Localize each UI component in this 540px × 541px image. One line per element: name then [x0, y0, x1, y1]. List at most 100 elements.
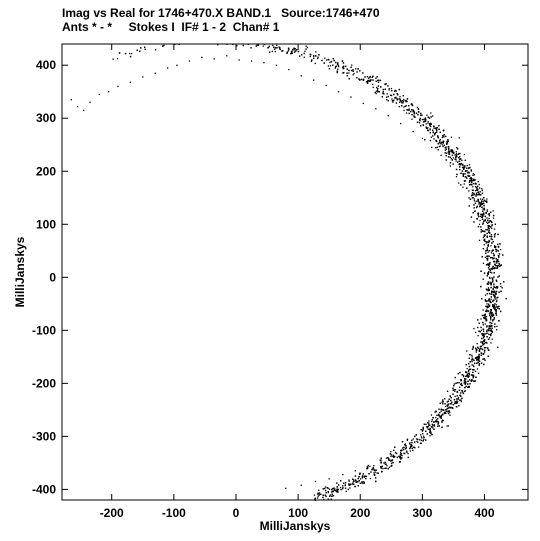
data-point [347, 488, 349, 491]
data-point [456, 391, 459, 393]
data-point [484, 234, 486, 236]
data-point [376, 472, 378, 474]
data-point [329, 65, 332, 67]
data-point [275, 64, 278, 66]
data-point [399, 96, 401, 98]
data-point [485, 250, 488, 252]
data-point [494, 306, 496, 308]
data-point [456, 395, 458, 397]
data-point [492, 288, 494, 290]
data-point [350, 483, 352, 485]
data-point [494, 312, 497, 315]
data-point [463, 166, 465, 168]
data-point [480, 201, 482, 204]
data-point [359, 79, 361, 81]
data-point [464, 176, 466, 178]
data-point [451, 159, 453, 161]
data-point [499, 243, 501, 245]
data-point [439, 416, 441, 418]
data-point [466, 177, 468, 179]
data-point [370, 471, 372, 473]
data-point [473, 194, 475, 196]
data-point [464, 180, 466, 182]
data-point [450, 399, 452, 402]
data-point [436, 419, 438, 421]
data-point [412, 438, 414, 440]
data-point [459, 152, 461, 155]
data-point [478, 357, 480, 359]
data-point [491, 268, 493, 271]
data-point [454, 402, 456, 405]
data-point [495, 285, 498, 288]
data-point [478, 350, 480, 352]
data-point [488, 262, 490, 265]
data-point [414, 441, 416, 443]
data-point [460, 382, 463, 385]
data-point [488, 255, 491, 257]
data-point [375, 108, 377, 110]
data-point [476, 356, 478, 358]
data-point [488, 225, 490, 227]
data-point [450, 407, 452, 409]
data-point [423, 120, 425, 122]
data-point [494, 263, 496, 265]
data-point [416, 121, 419, 123]
data-point [293, 47, 295, 49]
data-point [380, 467, 382, 469]
data-point [405, 445, 407, 447]
data-point [493, 290, 496, 292]
data-point [472, 358, 474, 360]
data-point [469, 198, 472, 200]
data-point [497, 296, 499, 299]
data-point [471, 360, 473, 363]
data-point [422, 124, 424, 126]
data-point [411, 114, 413, 116]
data-point [498, 256, 500, 258]
data-point [492, 299, 494, 302]
data-point [420, 442, 422, 444]
data-point [355, 480, 357, 482]
data-point [492, 210, 494, 212]
data-point [472, 194, 474, 196]
data-point [382, 92, 384, 95]
data-point [213, 58, 215, 60]
data-point [439, 131, 441, 133]
data-point [487, 257, 489, 259]
data-point [482, 208, 484, 210]
data-point [483, 343, 485, 345]
data-point [494, 326, 496, 328]
data-point [465, 378, 467, 380]
data-point [391, 464, 393, 467]
data-point [488, 217, 490, 220]
data-point [479, 219, 481, 222]
data-point [336, 490, 338, 492]
data-point [448, 153, 450, 155]
data-point [494, 233, 496, 235]
data-point [403, 449, 405, 451]
data-point [492, 305, 494, 307]
data-point [361, 482, 363, 484]
data-point [467, 386, 469, 388]
data-point [443, 140, 445, 142]
data-point [385, 83, 387, 85]
data-point [491, 331, 493, 333]
data-point [490, 334, 492, 337]
data-point [448, 153, 451, 155]
data-point [413, 113, 415, 115]
data-point [498, 260, 500, 263]
data-point [488, 230, 490, 232]
data-point [495, 262, 498, 264]
data-point [487, 213, 490, 215]
data-point [417, 441, 419, 443]
data-point [481, 333, 483, 335]
data-point [491, 224, 493, 226]
data-point [486, 303, 488, 305]
data-point [463, 180, 466, 182]
data-point [410, 445, 412, 448]
data-point [353, 483, 355, 485]
data-point [376, 76, 378, 78]
data-point [444, 152, 446, 154]
data-point [460, 400, 462, 403]
data-point [435, 410, 437, 413]
data-point [420, 125, 422, 127]
